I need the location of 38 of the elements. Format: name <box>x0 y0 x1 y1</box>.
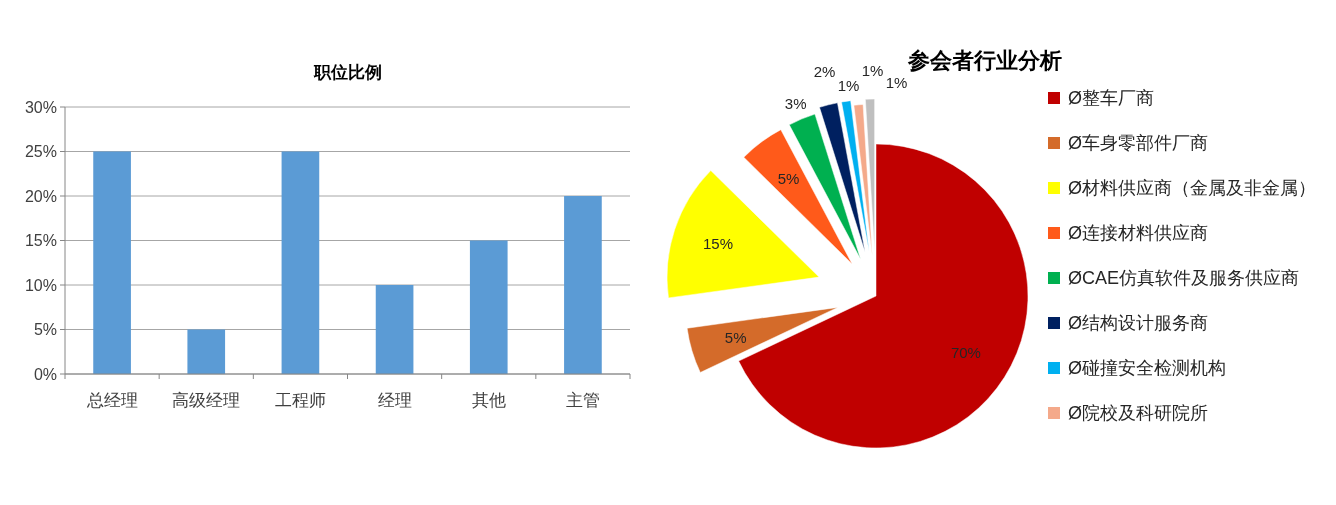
x-tick-label: 工程师 <box>274 391 326 410</box>
y-tick-label: 15% <box>24 232 57 250</box>
legend-label: Ø连接材料供应商 <box>1068 223 1209 244</box>
data-label: 15% <box>703 234 734 252</box>
y-tick-label: 0% <box>33 365 57 383</box>
legend-label: Ø材料供应商（金属及非金属） <box>1068 178 1317 199</box>
legend-label: ØCAE仿真软件及服务供应商 <box>1068 268 1300 289</box>
chart-title: 参会者行业分析 <box>907 48 1062 73</box>
x-tick-label: 经理 <box>377 391 412 410</box>
legend-label: Ø院校及科研院所 <box>1068 403 1209 424</box>
bar <box>469 240 508 374</box>
data-label: 5% <box>724 329 747 347</box>
bar <box>281 151 320 374</box>
legend-label: Ø车身零部件厂商 <box>1068 133 1209 154</box>
data-label: 1% <box>837 76 860 94</box>
data-label: 3% <box>784 95 807 113</box>
y-tick-label: 20% <box>24 187 57 205</box>
bar <box>187 329 226 374</box>
x-tick-label: 高级经理 <box>172 391 241 410</box>
bar <box>564 196 602 374</box>
y-tick-label: 5% <box>33 321 57 339</box>
y-tick-label: 30% <box>24 98 57 116</box>
data-label: 2% <box>813 62 836 80</box>
legend-label: Ø结构设计服务商 <box>1068 313 1209 334</box>
x-tick-label: 总经理 <box>85 391 138 410</box>
x-tick-label: 其他 <box>471 391 506 410</box>
y-tick-label: 10% <box>24 276 57 294</box>
data-label: 5% <box>777 169 800 187</box>
x-tick-label: 主管 <box>565 391 600 410</box>
legend-label: Ø碰撞安全检测机构 <box>1068 358 1227 379</box>
legend-label: Ø整车厂商 <box>1068 88 1155 109</box>
data-label: 70% <box>950 344 981 362</box>
bar <box>93 151 131 374</box>
bar <box>375 285 414 374</box>
data-label: 1% <box>861 62 884 80</box>
y-tick-label: 25% <box>24 143 57 161</box>
data-label: 1% <box>885 74 908 92</box>
chart-title: 职位比例 <box>312 63 382 82</box>
